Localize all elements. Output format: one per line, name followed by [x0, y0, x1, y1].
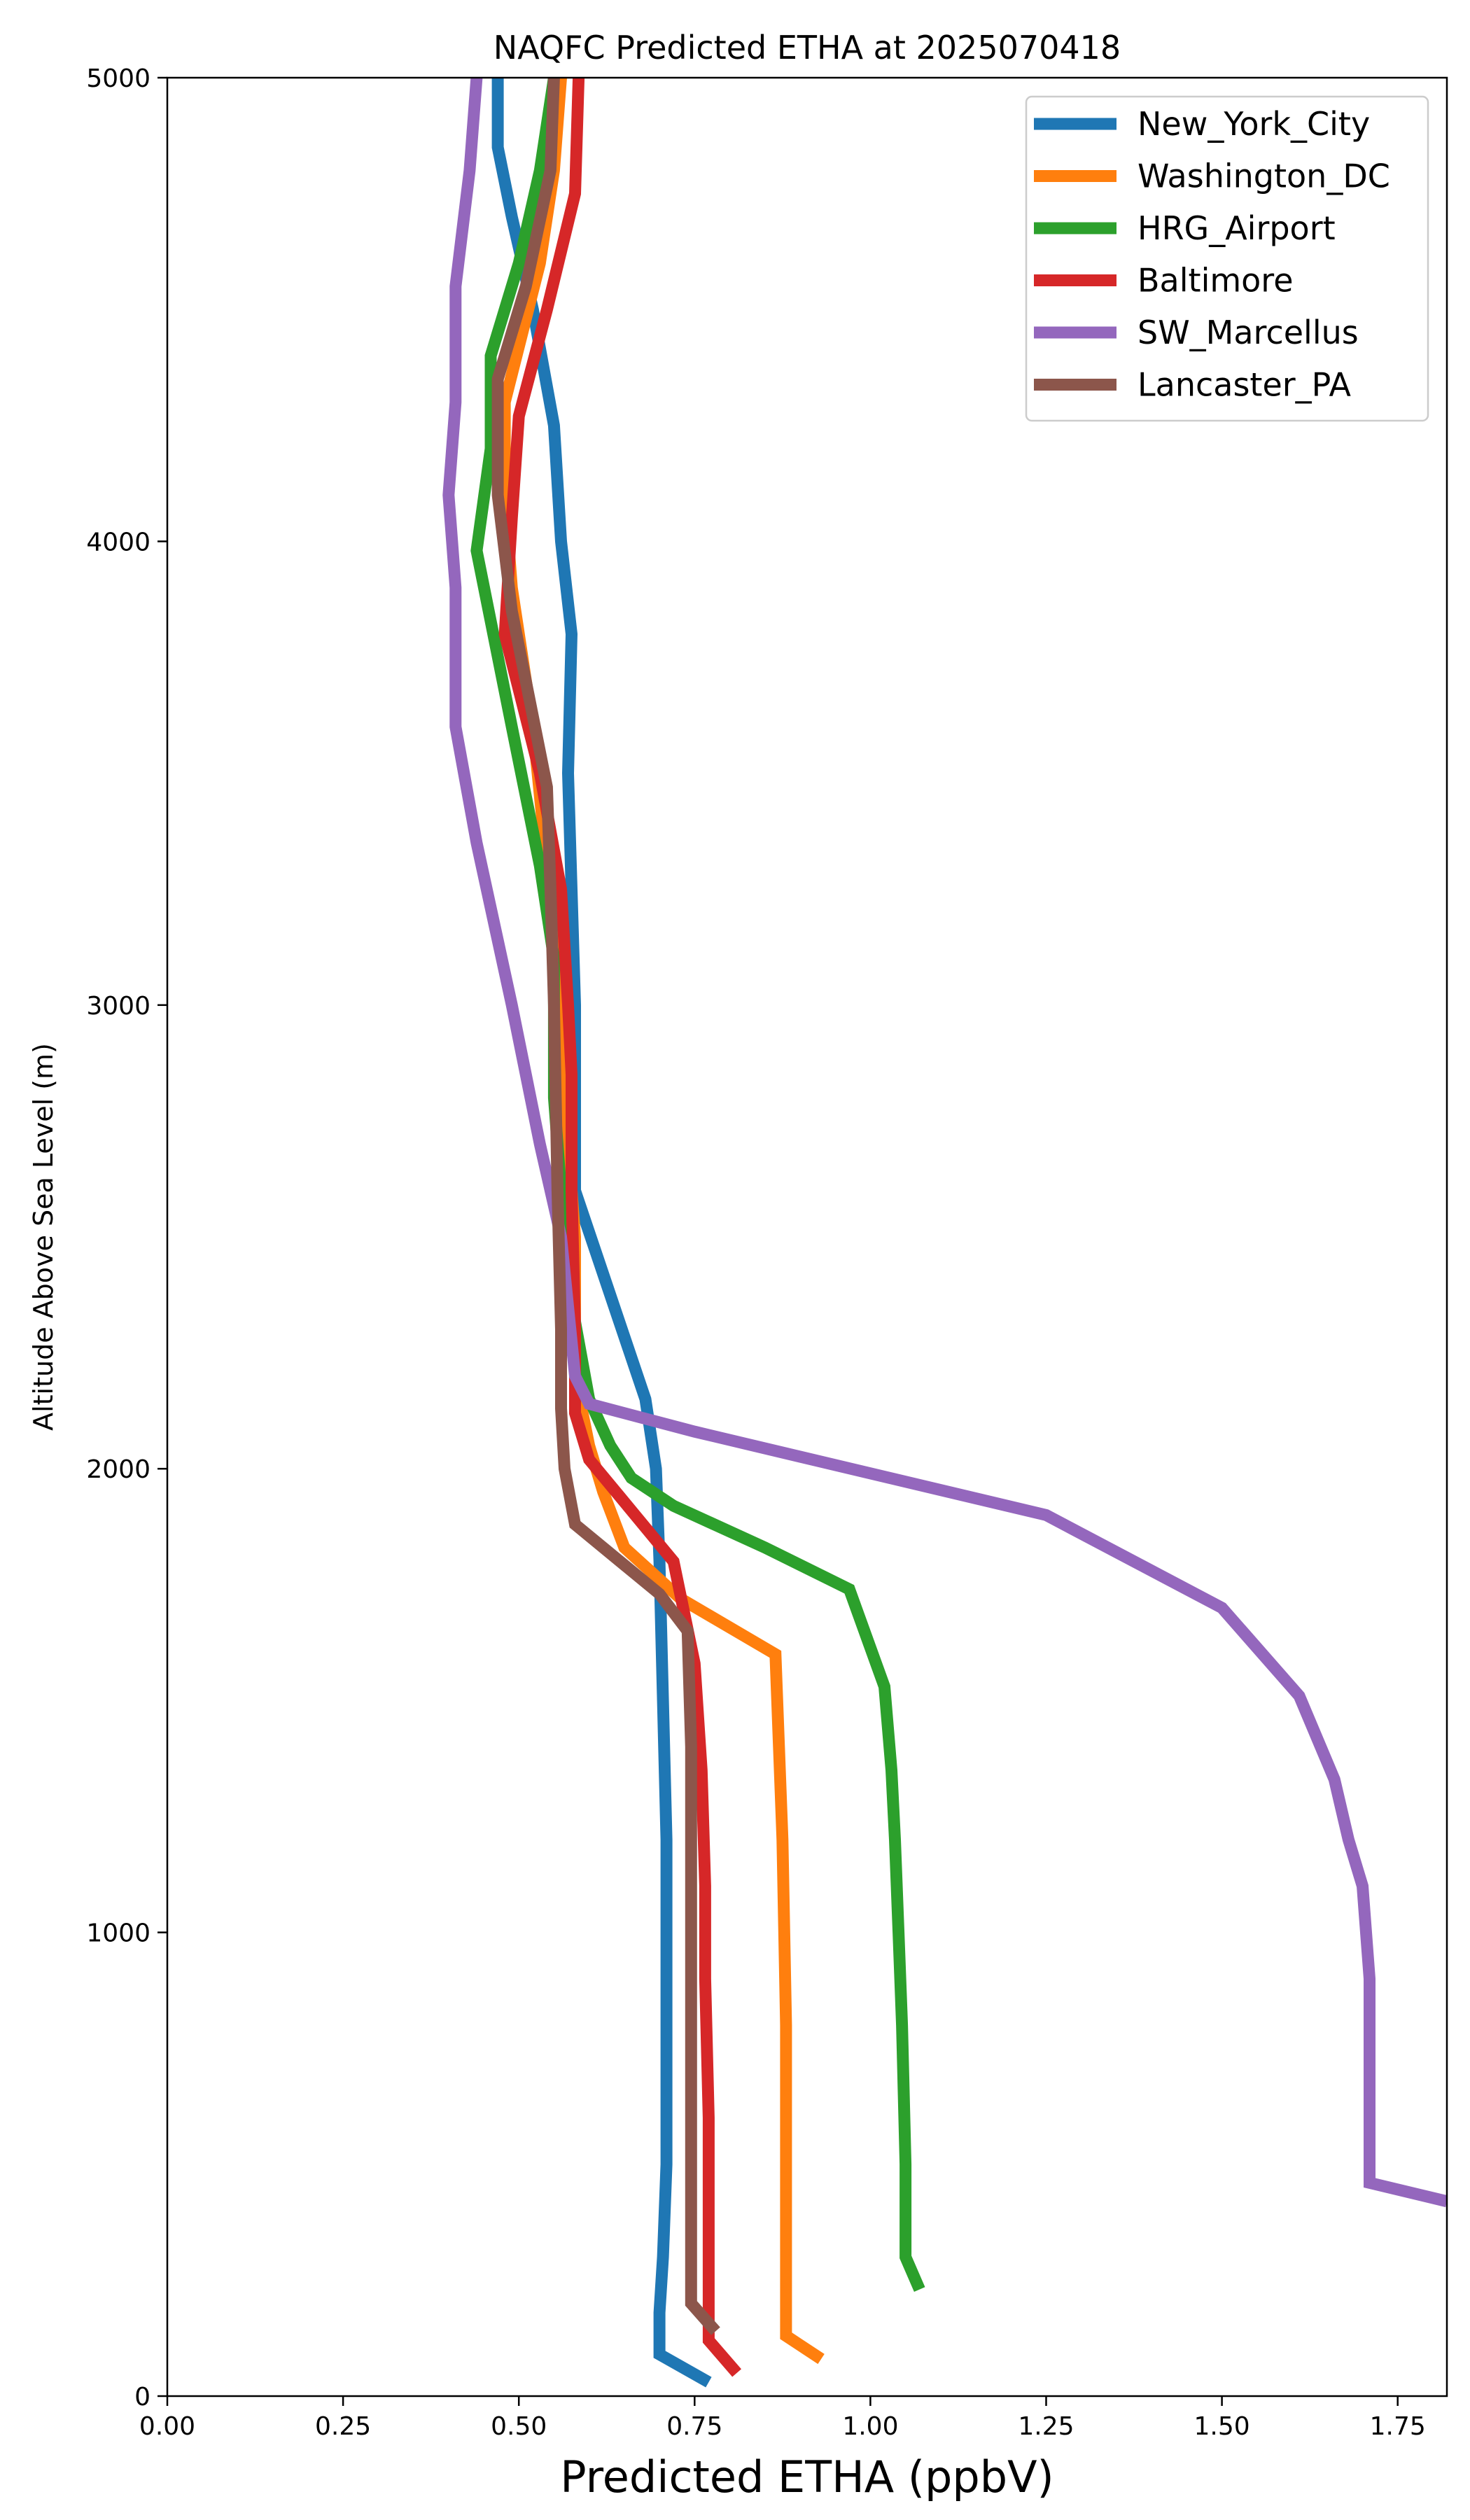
x-tick-label: 1.50: [1194, 2412, 1250, 2441]
x-tick-label: 0.75: [666, 2412, 722, 2441]
y-tick-label: 2000: [86, 1455, 150, 1484]
series-line-sw-marcellus: [442, 78, 1447, 2208]
series-line-new-york-city: [491, 78, 712, 2388]
series-line-lancaster-pa: [491, 78, 720, 2335]
legend-label-washington-dc: Washington_DC: [1138, 158, 1390, 195]
series-line-hrg-airport: [470, 78, 925, 2292]
legend: New_York_City Washington_DC HRG_Airport Bal…: [1025, 95, 1429, 422]
y-tick-label: 1000: [86, 1919, 150, 1948]
y-tick-label: 5000: [86, 64, 150, 93]
y-tick-label: 4000: [86, 528, 150, 556]
x-tick-label: 1.00: [842, 2412, 898, 2441]
y-tick-label: 0: [134, 2383, 150, 2412]
legend-box: [1025, 95, 1429, 422]
legend-label-hrg-airport: HRG_Airport: [1138, 209, 1336, 247]
legend-label-lancaster-pa: Lancaster_PA: [1138, 366, 1351, 404]
y-tick-label: 3000: [86, 992, 150, 1021]
legend-label-baltimore: Baltimore: [1138, 262, 1294, 300]
chart-title: NAQFC Predicted ETHA at 2025070418: [493, 29, 1121, 66]
series-layer: [442, 78, 1447, 2388]
legend-label-sw-marcellus: SW_Marcellus: [1138, 314, 1359, 351]
x-tick-label: 1.25: [1018, 2412, 1074, 2441]
x-tick-label: 0.25: [315, 2412, 371, 2441]
plot-frame: [166, 76, 1448, 2398]
x-tick-label: 0.50: [491, 2412, 547, 2441]
x-tick-label: 1.75: [1370, 2412, 1426, 2441]
x-tick-label: 0.00: [139, 2412, 195, 2441]
y-axis-label: Altitude Above Sea Level (m): [28, 1043, 59, 1431]
y-axis: 0 1000 2000 3000 4000 5000: [86, 64, 167, 2412]
x-axis-label: Predicted ETHA (ppbV): [560, 2451, 1054, 2502]
x-axis: 0.00 0.25 0.50 0.75 1.00 1.25 1.50 1.75: [139, 2396, 1426, 2441]
legend-label-new-york-city: New_York_City: [1138, 105, 1370, 143]
